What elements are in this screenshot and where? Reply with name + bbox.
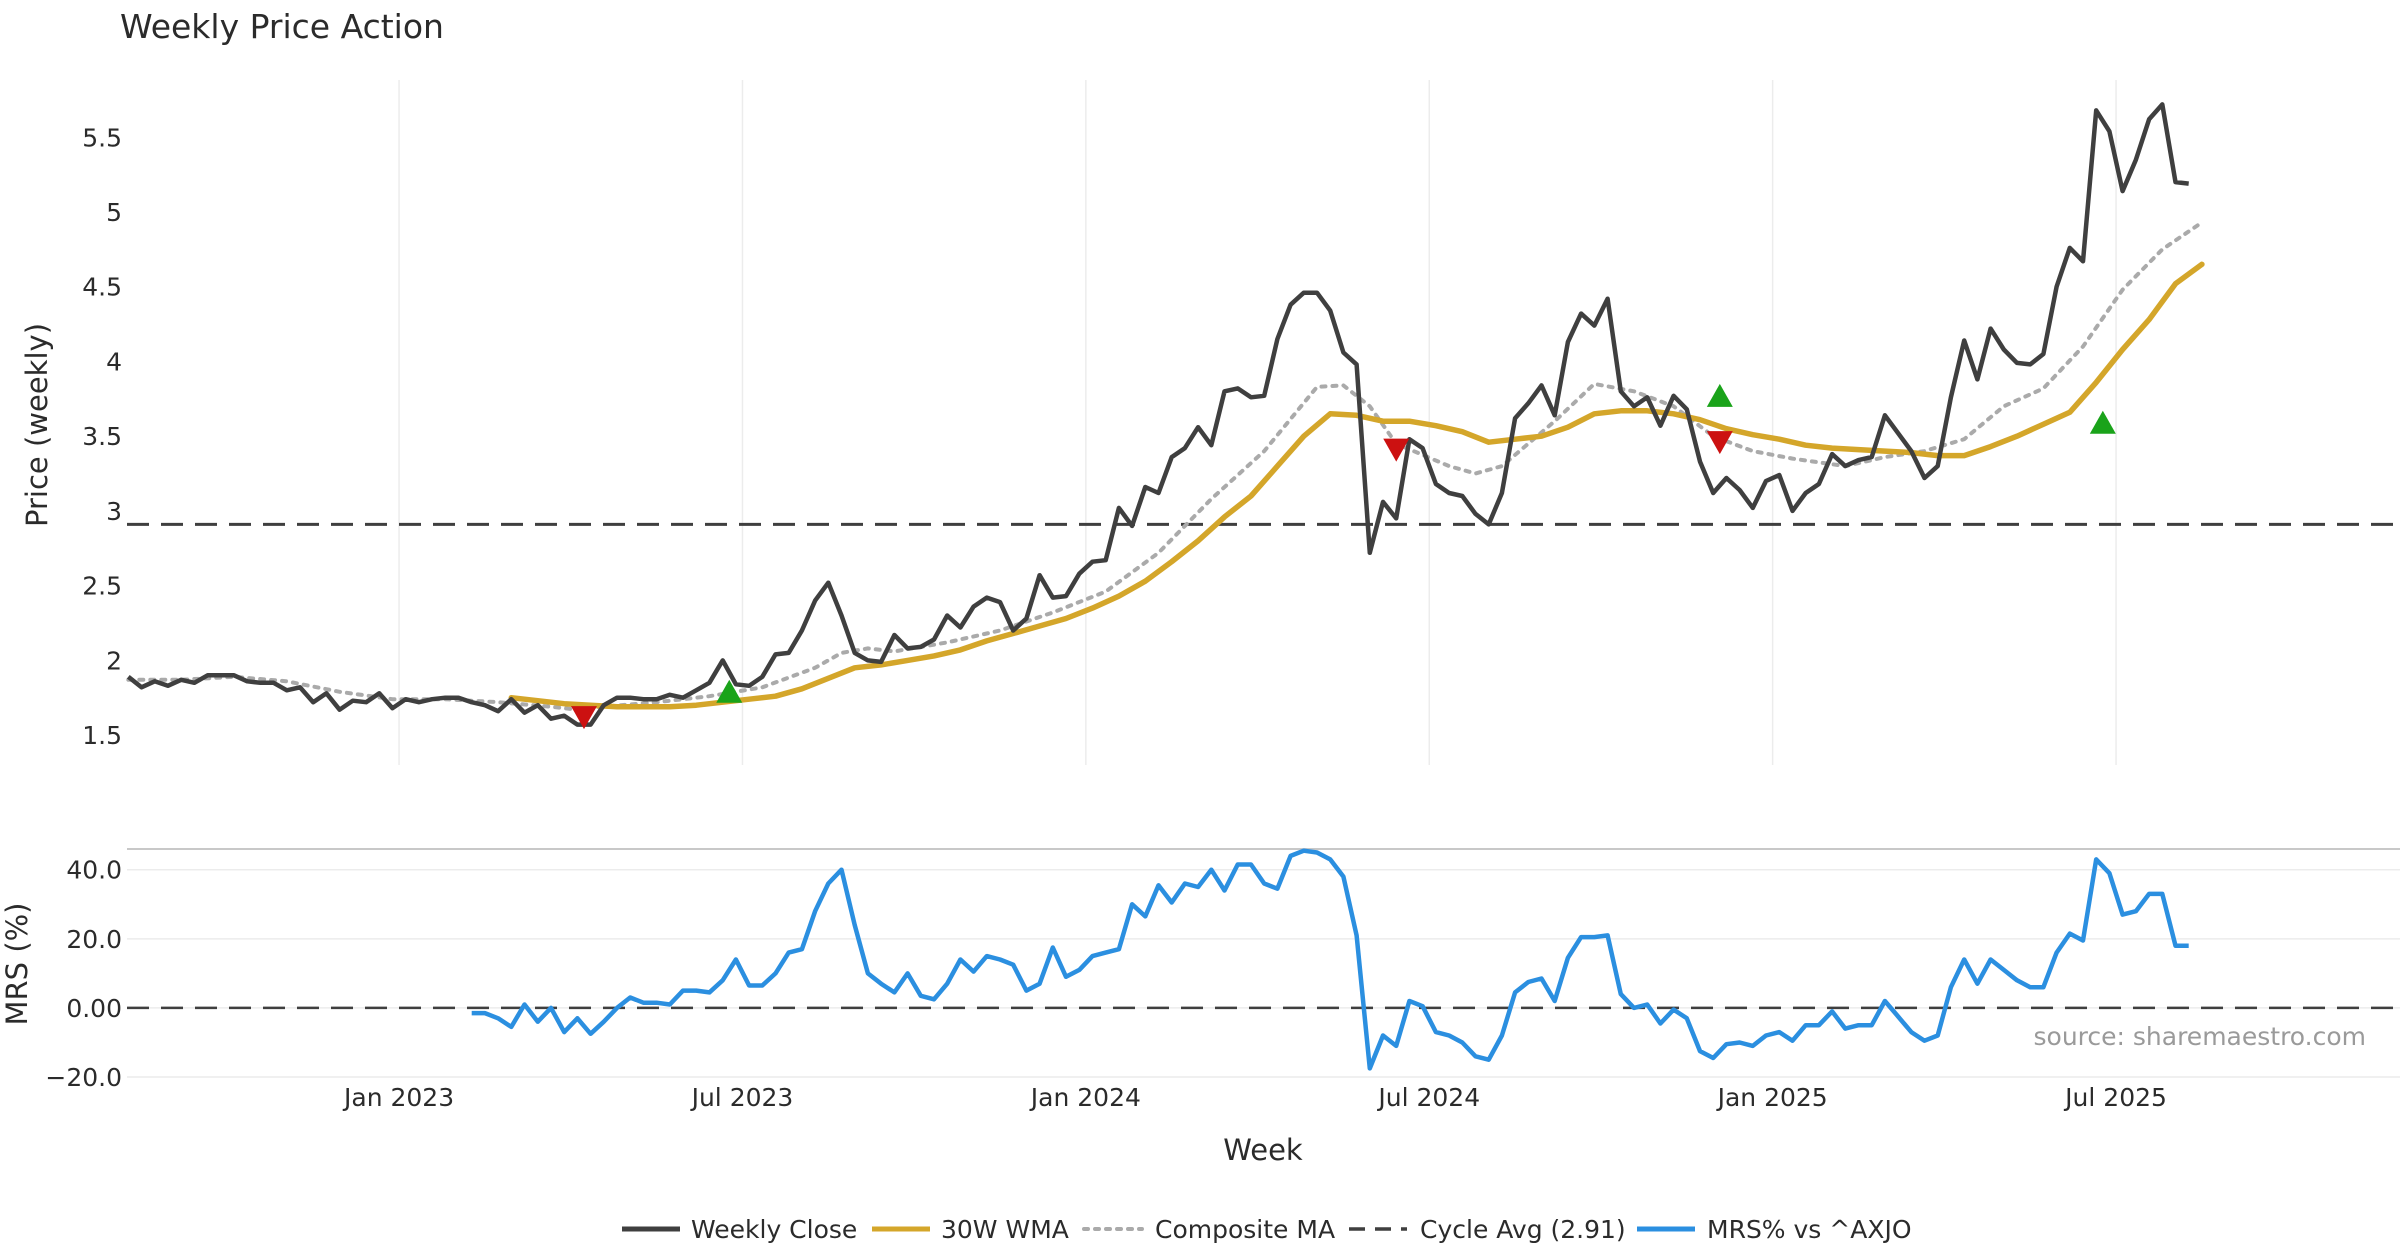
price-ytick-label: 3 xyxy=(106,497,122,526)
price-ytick-label: 3.5 xyxy=(82,422,122,451)
signal-markers xyxy=(570,383,2116,730)
legend-label-close: Weekly Close xyxy=(691,1215,857,1244)
wma-30w-line xyxy=(508,261,2205,710)
mrs-ytick-label: 20.0 xyxy=(66,925,122,954)
chart-title: Weekly Price Action xyxy=(120,7,444,46)
mrs-y-axis-label: MRS (%) xyxy=(0,903,34,1026)
x-tick-label: Jul 2024 xyxy=(1376,1083,1480,1112)
legend-label-mrs: MRS% vs ^AXJO xyxy=(1707,1215,1912,1244)
mrs-y-ticks: −20.0 0.00 20.0 40.0 xyxy=(45,856,122,1092)
price-ytick-label: 5.5 xyxy=(82,123,122,152)
x-tick-label: Jan 2025 xyxy=(1716,1083,1828,1112)
mrs-series xyxy=(127,848,2400,1071)
mrs-ytick-label: 40.0 xyxy=(66,856,122,885)
mrs-gridlines xyxy=(127,868,2400,1078)
buy-signal-marker xyxy=(2089,410,2116,434)
x-tick-label: Jan 2024 xyxy=(1029,1083,1141,1112)
mrs-ytick-label: −20.0 xyxy=(45,1063,122,1092)
price-ytick-label: 2.5 xyxy=(82,572,122,601)
x-tick-label: Jan 2023 xyxy=(342,1083,454,1112)
legend-label-composite: Composite MA xyxy=(1155,1215,1335,1244)
mrs-ytick-label: 0.00 xyxy=(66,994,122,1023)
price-y-ticks: 1.5 2 2.5 3 3.5 4 4.5 5 5.5 xyxy=(82,123,122,750)
price-ytick-label: 5 xyxy=(106,198,122,227)
x-tick-label: Jul 2023 xyxy=(690,1083,794,1112)
sell-signal-marker xyxy=(570,706,597,730)
mrs-line xyxy=(471,848,2189,1071)
legend-label-cycle: Cycle Avg (2.91) xyxy=(1420,1215,1626,1244)
x-tick-label: Jul 2025 xyxy=(2063,1083,2167,1112)
sell-signal-marker xyxy=(1383,438,1410,462)
weekly-close-line xyxy=(126,102,2189,727)
price-y-axis-label: Price (weekly) xyxy=(20,323,54,527)
price-ytick-label: 1.5 xyxy=(82,721,122,750)
buy-signal-marker xyxy=(1706,383,1733,407)
legend: Weekly Close 30W WMA Composite MA Cycle Avg… xyxy=(622,1215,1912,1244)
price-ytick-label: 4 xyxy=(106,347,122,376)
price-ytick-label: 2 xyxy=(106,646,122,675)
sell-signal-marker xyxy=(1706,431,1733,455)
legend-label-wma: 30W WMA xyxy=(941,1215,1069,1244)
price-gridlines xyxy=(398,80,2117,765)
source-watermark: source: sharemaestro.com xyxy=(2034,1022,2367,1051)
x-axis-ticks: Jan 2023 Jul 2023 Jan 2024 Jul 2024 Jan 2025… xyxy=(342,1083,2167,1112)
composite-ma-line xyxy=(126,220,2204,712)
price-ytick-label: 4.5 xyxy=(82,273,122,302)
x-axis-label: Week xyxy=(1223,1133,1303,1167)
buy-signal-marker xyxy=(716,679,743,703)
price-series xyxy=(126,102,2400,727)
